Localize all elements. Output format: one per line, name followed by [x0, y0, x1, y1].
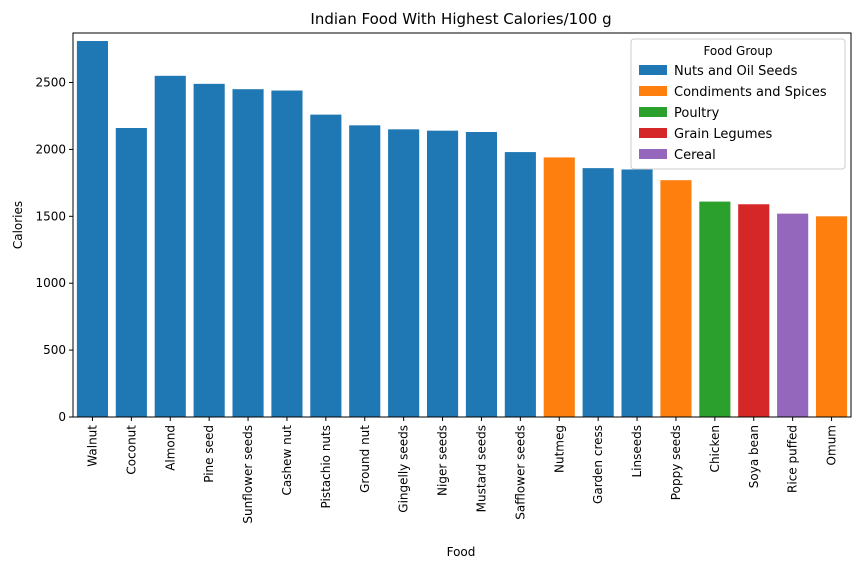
x-tick-label: Almond: [163, 425, 177, 471]
legend-label: Grain Legumes: [674, 127, 773, 142]
x-axis: Walnut Coconut Almond Pine seed Sunflower se…: [85, 417, 839, 524]
bar-walnut: [76, 41, 109, 418]
legend-label: Condiments and Spices: [674, 85, 827, 100]
x-tick-label: Mustard seeds: [474, 425, 488, 512]
legend-label: Nuts and Oil Seeds: [674, 64, 798, 79]
x-tick-label: Omum: [825, 425, 839, 465]
legend-label: Cereal: [674, 148, 716, 163]
x-tick-label: Niger seeds: [436, 425, 450, 496]
bar-rice-puffed: [777, 213, 809, 417]
legend-label: Poultry: [674, 106, 720, 121]
legend-swatch: [639, 86, 667, 96]
bar-ground-nut: [349, 125, 381, 417]
x-tick-label: Poppy seeds: [669, 425, 683, 500]
plot-frame: [72, 32, 852, 418]
chart-title: Indian Food With Highest Calories/100 g: [310, 10, 611, 28]
bar-nutmeg: [543, 157, 575, 417]
x-tick-label: Chicken: [708, 425, 722, 472]
x-tick-label: Linseeds: [630, 425, 644, 478]
bar-cashew-nut: [271, 90, 303, 417]
bar-omum: [815, 216, 848, 417]
bar-coconut: [115, 127, 147, 417]
bar-safflower-seeds: [504, 152, 536, 417]
x-tick-label: Ground nut: [358, 425, 372, 493]
bar-gingelly-seeds: [388, 129, 420, 418]
y-tick-label: 1500: [35, 209, 66, 223]
x-tick-label: Rice puffed: [786, 425, 800, 493]
bars-group: [76, 41, 848, 418]
bar-niger-seeds: [426, 130, 459, 417]
bar-poppy-seeds: [660, 180, 692, 417]
legend-title: Food Group: [703, 44, 772, 58]
y-axis: 0 500 1000 1500 2000 2500: [35, 76, 73, 424]
x-tick-label: Pistachio nuts: [319, 425, 333, 508]
x-axis-label: Food: [447, 545, 476, 559]
y-tick-label: 2000: [35, 142, 66, 156]
legend-swatch: [639, 107, 667, 117]
legend: Food Group Nuts and Oil Seeds Condiments a…: [630, 38, 846, 170]
y-tick-label: 500: [43, 343, 66, 357]
bar-garden-cress: [582, 168, 614, 417]
x-tick-label: Soya bean: [747, 425, 761, 488]
y-tick-label: 1000: [35, 276, 66, 290]
x-tick-label: Walnut: [85, 425, 99, 467]
bar-soya-bean: [738, 204, 770, 417]
x-tick-label: Sunflower seeds: [241, 425, 255, 524]
x-tick-label: Pine seed: [202, 425, 216, 483]
legend-swatch: [639, 128, 667, 138]
bar-linseeds: [621, 169, 653, 417]
x-tick-label: Cashew nut: [280, 425, 294, 496]
y-tick-label: 0: [58, 410, 66, 424]
bar-mustard-seeds: [465, 132, 498, 418]
bar-pine-seed: [193, 83, 225, 418]
legend-box: [630, 38, 846, 170]
legend-swatch: [639, 149, 667, 159]
x-tick-label: Coconut: [124, 425, 138, 475]
y-axis-label: Calories: [11, 201, 25, 249]
legend-swatch: [639, 65, 667, 75]
bar-chicken: [699, 201, 731, 417]
x-tick-label: Safflower seeds: [513, 425, 527, 520]
x-tick-label: Gingelly seeds: [397, 425, 411, 513]
y-tick-label: 2500: [35, 76, 66, 90]
bar-almond: [154, 75, 186, 417]
bar-pistachio-nuts: [310, 114, 342, 417]
x-tick-label: Nutmeg: [552, 425, 566, 473]
bar-sunflower-seeds: [232, 89, 264, 417]
x-tick-label: Garden cress: [591, 425, 605, 504]
